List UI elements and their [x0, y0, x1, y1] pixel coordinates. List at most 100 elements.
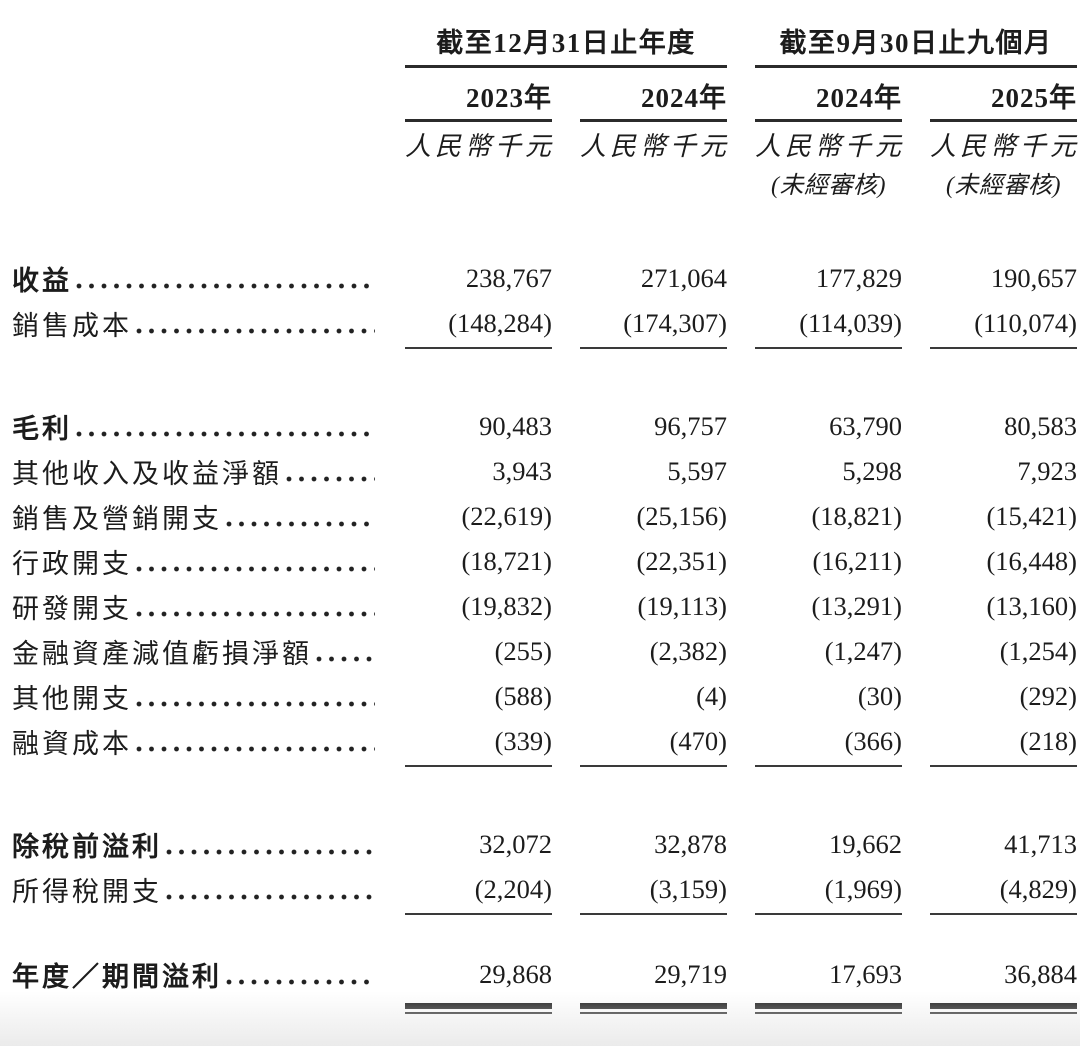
row-label: 融資成本: [12, 722, 377, 761]
row-value: (15,421): [986, 501, 1077, 531]
row-value: 271,064: [640, 263, 727, 293]
row-value: (110,074): [930, 301, 1077, 349]
table-row: 研發開支 (19,832) (19,113) (13,291) (13,160): [12, 584, 1080, 629]
row-label: 研發開支: [12, 587, 377, 626]
table-header-units: 人民幣千元 人民幣千元 人民幣千元 人民幣千元: [12, 131, 1080, 163]
unaudited-note: (未經審核): [946, 173, 1061, 199]
row-value: (148,284): [405, 301, 552, 349]
row-label-text: 收益: [12, 266, 72, 296]
period-group-nine-months-title: 截至9月30日止九個月: [779, 28, 1053, 58]
row-value: (339): [405, 719, 552, 767]
row-value: (470): [580, 719, 727, 767]
row-value: 63,790: [829, 411, 902, 441]
table-row: 年度／期間溢利 29,868 29,719 17,693 36,884: [12, 952, 1080, 1014]
row-label-text: 行政開支: [12, 549, 132, 579]
row-label-text: 其他收入及收益淨額: [12, 459, 282, 489]
dot-leader: [226, 521, 375, 527]
dot-leader: [136, 611, 375, 617]
year-rule: [580, 119, 727, 122]
row-value: 29,719: [580, 952, 727, 1014]
row-value: 177,829: [815, 263, 902, 293]
year-header-2024: 2024年: [641, 83, 727, 113]
row-value: (588): [494, 681, 552, 711]
row-value: 238,767: [465, 263, 552, 293]
table-row: 行政開支 (18,721) (22,351) (16,211) (16,448): [12, 539, 1080, 584]
page-bottom-fade: [0, 991, 1080, 1046]
row-label: 銷售及營銷開支: [12, 497, 377, 536]
row-label-text: 所得稅開支: [12, 877, 162, 907]
year-rule: [405, 119, 552, 122]
row-value: 32,878: [654, 829, 727, 859]
dot-leader: [166, 894, 375, 900]
dot-leader: [316, 656, 375, 662]
row-value: (2,204): [405, 867, 552, 915]
row-label-text: 融資成本: [12, 729, 132, 759]
row-value: (18,721): [461, 546, 552, 576]
year-rule: [755, 119, 902, 122]
group-rule-annual: [405, 65, 727, 68]
row-value: (1,247): [824, 636, 902, 666]
row-value: 190,657: [990, 263, 1077, 293]
dot-leader: [226, 979, 375, 985]
unaudited-note: (未經審核): [771, 173, 886, 199]
row-value: (114,039): [755, 301, 902, 349]
row-value: (22,619): [461, 501, 552, 531]
period-group-annual-title: 截至12月31日止年度: [436, 28, 696, 58]
row-value: (4,829): [930, 867, 1077, 915]
group-rule-nine-months: [755, 65, 1077, 68]
row-value: 7,923: [1017, 456, 1077, 486]
row-label: 其他收入及收益淨額: [12, 452, 377, 491]
dot-leader: [136, 701, 375, 707]
row-value: 17,693: [755, 952, 902, 1014]
unit-label: 人民幣千元: [405, 132, 552, 161]
row-label-text: 研發開支: [12, 594, 132, 624]
row-value: (218): [930, 719, 1077, 767]
row-label-text: 年度／期間溢利: [12, 962, 222, 992]
year-header-2023: 2023年: [466, 83, 552, 113]
table-header-years: 2023年 2024年 2024年 2025年: [12, 83, 1080, 113]
dot-leader: [136, 746, 375, 752]
table-row: 其他收入及收益淨額 3,943 5,597 5,298 7,923: [12, 449, 1080, 494]
row-value: 36,884: [930, 952, 1077, 1014]
row-value: 96,757: [654, 411, 727, 441]
row-value: (2,382): [649, 636, 727, 666]
table-row: 其他開支 (588) (4) (30) (292): [12, 674, 1080, 719]
table-row: 所得稅開支 (2,204) (3,159) (1,969) (4,829): [12, 867, 1080, 915]
table-row: 銷售成本 (148,284) (174,307) (114,039) (110,074): [12, 301, 1080, 349]
row-value: (3,159): [580, 867, 727, 915]
year-header-2025: 2025年: [991, 83, 1077, 113]
row-label: 行政開支: [12, 542, 377, 581]
table-row: 銷售及營銷開支 (22,619) (25,156) (18,821) (15,421): [12, 494, 1080, 539]
row-label-text: 除稅前溢利: [12, 832, 162, 862]
period-group-nine-months: 截至9月30日止九個月: [755, 26, 1077, 60]
row-value: (22,351): [636, 546, 727, 576]
row-label: 銷售成本: [12, 304, 377, 343]
table-row: 收益 238,767 271,064 177,829 190,657: [12, 256, 1080, 301]
row-label: 年度／期間溢利: [12, 955, 377, 994]
row-label: 除稅前溢利: [12, 825, 377, 864]
dot-leader: [136, 566, 375, 572]
row-value: (4): [696, 681, 727, 711]
row-value: (25,156): [636, 501, 727, 531]
unit-label: 人民幣千元: [930, 132, 1077, 161]
table-header-groups: 截至12月31日止年度 截至9月30日止九個月: [12, 26, 1080, 60]
row-label: 其他開支: [12, 677, 377, 716]
period-group-annual: 截至12月31日止年度: [405, 26, 727, 60]
row-value: (16,448): [986, 546, 1077, 576]
row-value: (19,832): [461, 591, 552, 621]
row-value: 5,298: [842, 456, 902, 486]
row-value: 80,583: [1004, 411, 1077, 441]
row-label: 所得稅開支: [12, 870, 377, 909]
row-value: 41,713: [1004, 829, 1077, 859]
table-body: 收益 238,767 271,064 177,829 190,657 銷售成本 (148,2…: [12, 256, 1080, 1014]
row-value: 90,483: [479, 411, 552, 441]
row-label-text: 銷售及營銷開支: [12, 504, 222, 534]
row-value: (1,254): [999, 636, 1077, 666]
row-label-text: 銷售成本: [12, 311, 132, 341]
dot-leader: [166, 849, 375, 855]
row-value: (13,160): [986, 591, 1077, 621]
row-value: (255): [494, 636, 552, 666]
year-rule: [930, 119, 1077, 122]
table-row: 融資成本 (339) (470) (366) (218): [12, 719, 1080, 767]
